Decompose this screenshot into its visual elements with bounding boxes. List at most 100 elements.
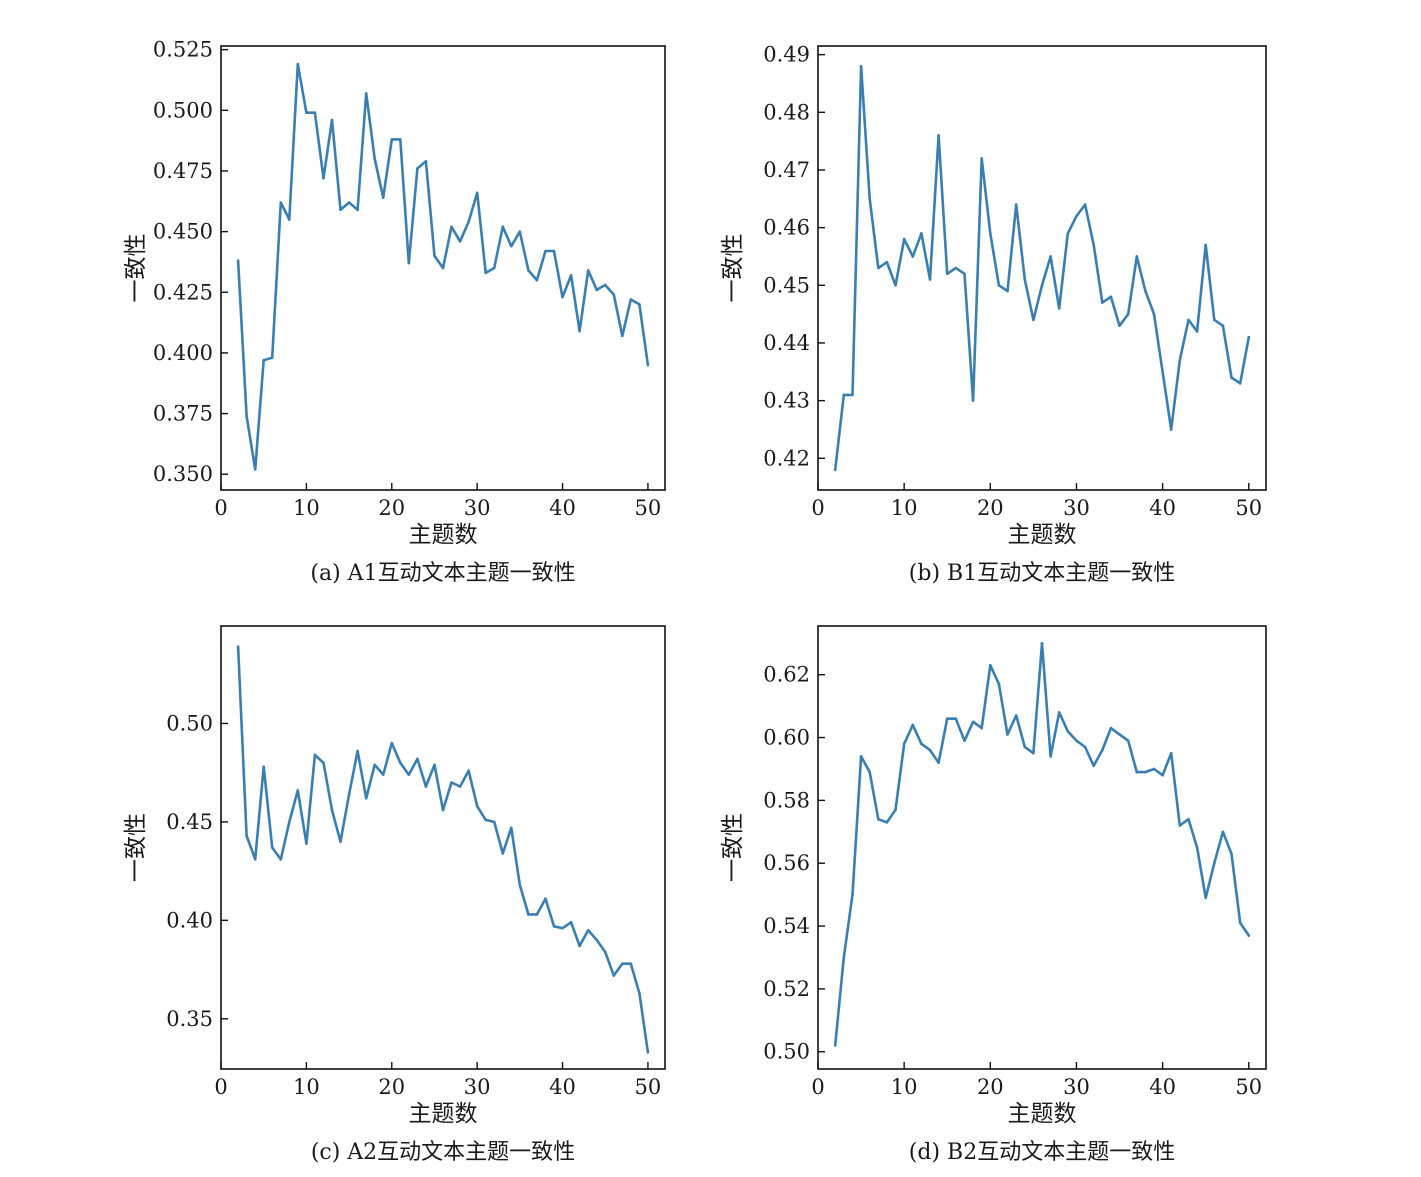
data-point — [920, 742, 923, 746]
data-point — [1144, 770, 1147, 774]
x-tick-label: 40 — [1149, 496, 1176, 520]
data-point — [475, 804, 479, 808]
data-point — [1032, 751, 1035, 755]
data-point — [1135, 255, 1139, 258]
y-tick-label: 0.375 — [153, 402, 213, 426]
data-point — [1247, 335, 1251, 339]
data-point — [1221, 830, 1225, 834]
data-point — [980, 726, 983, 730]
data-point — [1040, 283, 1044, 287]
data-point — [894, 808, 897, 812]
data-point — [399, 138, 402, 141]
data-point — [467, 769, 470, 773]
data-point — [279, 201, 283, 204]
data-point — [894, 283, 897, 287]
data-point — [1014, 714, 1018, 717]
x-tick-label: 50 — [635, 496, 662, 520]
x-axis-label: 主题数 — [1008, 1101, 1077, 1127]
data-point — [535, 278, 539, 282]
data-point — [997, 283, 1001, 287]
data-point — [859, 64, 863, 68]
data-point — [1083, 745, 1087, 749]
data-point — [527, 269, 530, 272]
data-point — [586, 269, 590, 272]
data-point — [1040, 641, 1044, 645]
data-point — [1213, 318, 1216, 322]
data-point — [544, 249, 547, 253]
data-point — [1118, 733, 1121, 736]
data-point — [236, 259, 240, 263]
x-tick-label: 10 — [293, 1075, 320, 1099]
data-point — [1006, 733, 1009, 736]
data-point — [245, 834, 248, 837]
data-point — [501, 852, 505, 855]
data-point — [253, 858, 257, 861]
y-tick-label: 0.48 — [763, 100, 810, 124]
data-point — [484, 818, 487, 822]
x-tick-label: 10 — [891, 1075, 918, 1099]
x-tick-label: 30 — [1063, 1075, 1090, 1099]
y-axis-label: 一致性 — [123, 234, 149, 303]
data-point — [1023, 745, 1027, 749]
plot-frame — [817, 625, 1267, 1070]
x-axis-label: 主题数 — [409, 522, 478, 548]
y-tick-label: 0.44 — [763, 331, 810, 355]
data-point — [407, 261, 411, 265]
data-point — [1075, 214, 1078, 218]
data-point — [313, 111, 317, 115]
data-point — [1178, 824, 1182, 827]
data-point — [1238, 921, 1242, 925]
data-point — [441, 808, 445, 812]
x-axis-label: 主题数 — [409, 1101, 478, 1127]
data-point — [586, 928, 590, 932]
data-point — [450, 225, 453, 229]
data-point — [859, 755, 863, 758]
data-point — [1238, 382, 1242, 385]
data-point — [621, 334, 624, 338]
data-point — [1118, 324, 1121, 327]
x-tick-label: 40 — [1149, 1075, 1176, 1099]
data-point — [245, 414, 248, 418]
data-point — [1057, 307, 1061, 310]
x-tick-label: 10 — [293, 496, 320, 520]
data-point — [1230, 376, 1233, 379]
data-point — [296, 789, 300, 792]
data-point — [236, 645, 240, 648]
data-point — [561, 295, 564, 299]
data-point — [612, 974, 616, 977]
data-point — [1066, 729, 1070, 733]
data-point — [569, 921, 573, 924]
y-axis-label: 一致性 — [720, 234, 746, 303]
data-point — [911, 255, 915, 258]
y-tick-label: 0.350 — [153, 462, 213, 486]
y-tick-label: 0.50 — [763, 1040, 810, 1064]
data-point — [954, 717, 958, 720]
data-point — [1057, 711, 1061, 714]
data-point — [1195, 330, 1199, 333]
data-point — [381, 196, 385, 199]
data-point — [851, 893, 854, 896]
data-point — [305, 111, 308, 115]
panel-caption: (a) A1互动文本主题一致性 — [310, 561, 575, 586]
data-point — [424, 159, 428, 163]
data-point — [270, 356, 274, 360]
data-point — [621, 962, 624, 965]
data-point — [1075, 739, 1078, 742]
data-point — [1126, 739, 1130, 742]
data-point — [1014, 203, 1018, 206]
data-point — [535, 913, 539, 916]
data-point — [1032, 318, 1035, 322]
y-tick-label: 0.500 — [153, 98, 213, 122]
data-point — [390, 741, 394, 745]
data-point — [1126, 312, 1130, 316]
panel-d: 0 10 20 30 40 50 0.50 0.52 0.54 0.56 0.58 0.60 0.62 主… — [720, 625, 1267, 1165]
plot-frame — [220, 45, 666, 491]
data-point — [868, 770, 871, 774]
data-point — [1161, 773, 1164, 777]
x-tick-label: 0 — [214, 1075, 227, 1099]
data-point — [1187, 318, 1190, 322]
x-tick-label: 50 — [1235, 496, 1262, 520]
data-point — [288, 218, 291, 221]
x-tick-label: 50 — [1235, 1075, 1262, 1099]
panel-caption: (b) B1互动文本主题一致性 — [909, 561, 1175, 586]
